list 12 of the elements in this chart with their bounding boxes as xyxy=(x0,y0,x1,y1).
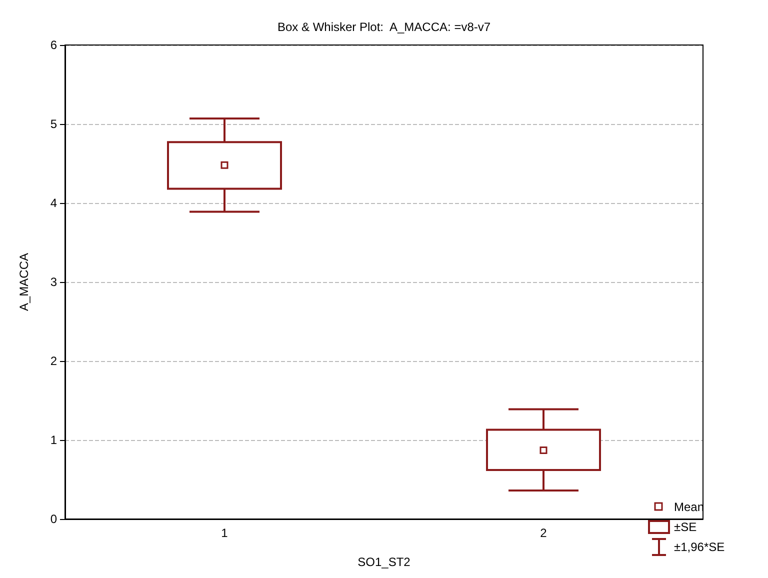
y-tick-label: 1 xyxy=(50,433,58,447)
chart-title: Box & Whisker Plot: A_MACCA: =v8-v7 xyxy=(277,20,491,34)
text: ±1,96*SE xyxy=(674,540,725,554)
y-tick-label: 4 xyxy=(50,196,58,210)
x-axis-title: SO1_ST2 xyxy=(358,555,411,569)
y-tick-label: 6 xyxy=(50,38,58,52)
y-tick-label: 2 xyxy=(50,354,58,368)
y-tick-label: 0 xyxy=(50,512,58,526)
y-tick-label: 5 xyxy=(50,117,58,131)
y-tick-label: 3 xyxy=(50,275,58,289)
y-axis-title: A_MACCA xyxy=(17,252,31,312)
text: ±SE xyxy=(674,520,697,534)
